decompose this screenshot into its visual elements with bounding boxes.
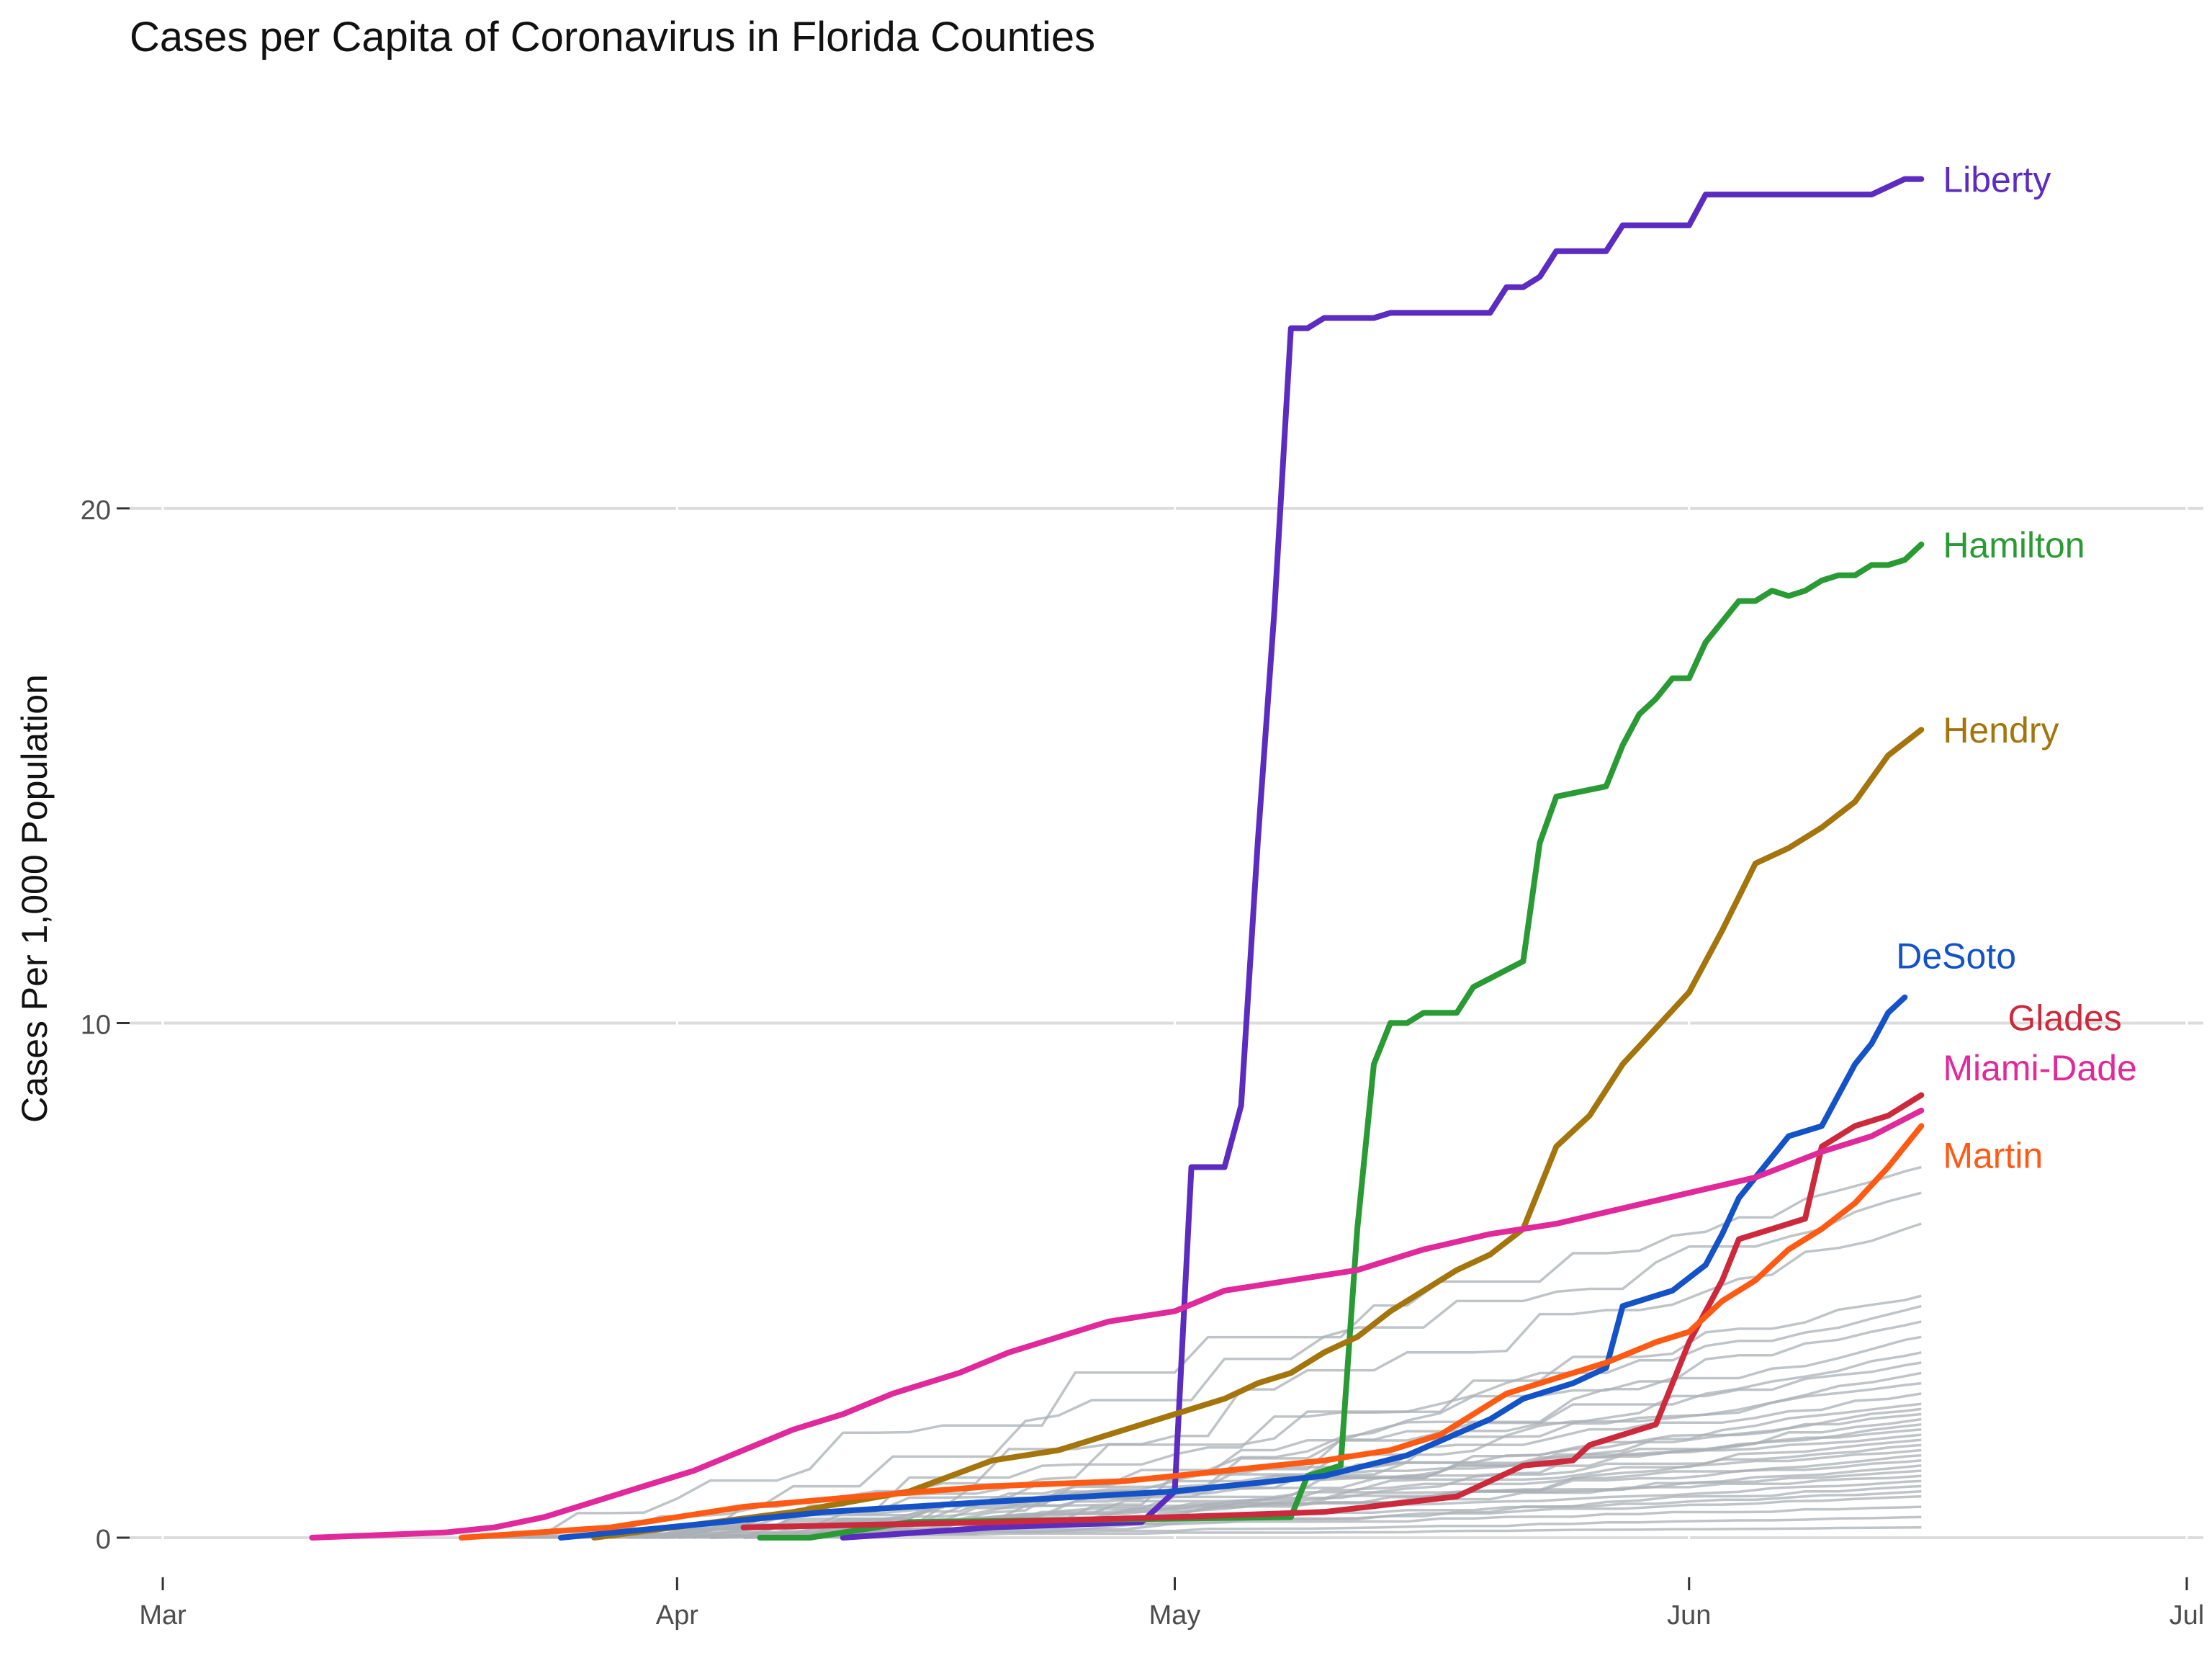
y-axis-title: Cases Per 1,000 Population bbox=[14, 674, 55, 1123]
x-tick-label: May bbox=[1149, 1600, 1201, 1631]
series-line-liberty bbox=[840, 176, 1925, 1541]
y-tick-label: 0 bbox=[96, 1525, 111, 1555]
series-line-miami-dade bbox=[309, 1107, 1925, 1541]
series-label-hendry: Hendry bbox=[1943, 710, 2059, 750]
series-label-liberty: Liberty bbox=[1943, 160, 2051, 200]
series-line-glades bbox=[740, 1092, 1925, 1530]
series-label-desoto: DeSoto bbox=[1896, 936, 2016, 977]
chart-title: Cases per Capita of Coronavirus in Flori… bbox=[130, 14, 1096, 60]
y-tick-label: 10 bbox=[81, 1010, 111, 1040]
series-label-martin: Martin bbox=[1943, 1135, 2043, 1175]
county-line bbox=[477, 1165, 1922, 1539]
x-tick-label: Apr bbox=[656, 1600, 698, 1631]
county-line bbox=[560, 1191, 1922, 1539]
series-label-hamilton: Hamilton bbox=[1943, 525, 2085, 565]
series-line-martin bbox=[458, 1123, 1925, 1541]
series-line-hendry bbox=[591, 727, 1925, 1541]
county-line bbox=[644, 1222, 1922, 1539]
series-line-desoto bbox=[558, 994, 1908, 1541]
series-label-glades: Glades bbox=[2008, 998, 2121, 1038]
x-tick-label: Jul bbox=[2170, 1600, 2205, 1631]
x-tick-label: Mar bbox=[139, 1600, 186, 1631]
series-label-miami-dade: Miami-Dade bbox=[1943, 1048, 2137, 1088]
y-tick-label: 20 bbox=[81, 496, 111, 526]
county-line bbox=[776, 1484, 1922, 1539]
x-tick-label: Jun bbox=[1667, 1600, 1711, 1631]
county-line bbox=[710, 1320, 1922, 1539]
